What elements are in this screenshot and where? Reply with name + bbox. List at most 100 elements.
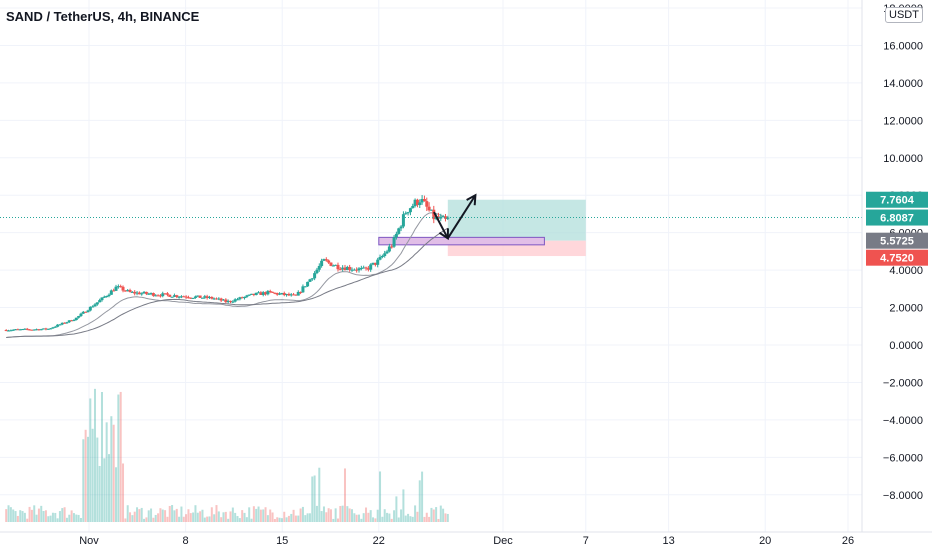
candle: [172, 293, 176, 298]
candle-body: [376, 259, 380, 265]
candle-body: [275, 293, 279, 295]
arrow-shaft[interactable]: [433, 211, 449, 239]
candle-body: [142, 291, 146, 294]
drawn-arrows[interactable]: [433, 193, 477, 241]
candle: [422, 195, 426, 202]
candle: [126, 288, 130, 292]
candle-body: [165, 293, 169, 295]
volume-bar: [304, 515, 307, 522]
candle: [44, 327, 48, 331]
candle-body: [331, 265, 335, 267]
volume-bar: [79, 517, 82, 522]
volume-bar: [171, 505, 174, 522]
candle: [144, 291, 148, 296]
volume-bar: [376, 509, 379, 522]
candle: [250, 293, 254, 295]
time-axis[interactable]: Nov 8 15 22 Dec 7 13 20 26: [0, 531, 932, 547]
price-axis[interactable]: 18.000016.000014.000012.000010.00008.000…: [861, 0, 923, 532]
trend-arrow[interactable]: [446, 193, 477, 239]
currency-badge[interactable]: USDT: [885, 7, 923, 23]
volume-bar: [414, 505, 417, 522]
candle: [338, 267, 342, 271]
candle: [14, 328, 18, 331]
arrow-head[interactable]: [466, 193, 477, 206]
price-tick-label: 10.0000: [883, 153, 923, 165]
volume-bar: [315, 505, 318, 522]
candle: [252, 293, 256, 297]
volume-bar: [273, 518, 276, 522]
price-label: 6.8087: [866, 209, 928, 226]
candle-body: [327, 260, 331, 263]
volume-bar: [147, 510, 150, 522]
candle-body: [72, 320, 76, 322]
candle: [369, 263, 373, 272]
arrow-head[interactable]: [438, 228, 449, 241]
volume-bar: [21, 511, 24, 522]
candle-body: [397, 228, 401, 234]
candle-body: [443, 216, 447, 219]
candle-body: [404, 213, 408, 215]
long-position-tool[interactable]: [447, 199, 586, 257]
candle: [177, 295, 181, 299]
candle: [56, 324, 60, 328]
candle: [217, 297, 221, 301]
candle-body: [114, 286, 118, 291]
candle-body: [221, 299, 225, 301]
candle-body: [245, 295, 249, 297]
trend-arrow[interactable]: [433, 211, 449, 241]
candle-body: [77, 316, 81, 318]
candle-body: [58, 324, 62, 326]
candle-body: [168, 294, 172, 297]
candle-body: [74, 317, 78, 321]
volume-bar: [283, 511, 286, 522]
candle-body: [310, 278, 314, 280]
support-zone-box[interactable]: [378, 236, 545, 246]
arrow-shaft[interactable]: [446, 194, 477, 239]
volume-bar: [44, 510, 47, 522]
volume-bar: [430, 507, 433, 522]
candle: [58, 323, 62, 326]
candlesticks: [4, 195, 450, 332]
volume-bar: [435, 507, 438, 522]
volume-bar: [5, 509, 8, 522]
candle: [189, 297, 193, 299]
candle-body: [107, 294, 111, 297]
candle: [203, 294, 207, 300]
candle: [404, 211, 408, 215]
candle-body: [289, 294, 293, 296]
candle: [441, 214, 445, 218]
candle-body: [315, 269, 319, 274]
candle: [63, 322, 67, 324]
candle-body: [294, 294, 298, 296]
candle-body: [296, 291, 300, 296]
candle: [245, 294, 249, 299]
candle-body: [343, 267, 347, 271]
candle-body: [207, 296, 211, 298]
candle: [327, 259, 331, 264]
candle: [51, 326, 55, 329]
volume-bar: [285, 517, 288, 522]
volume-bar: [217, 511, 220, 522]
volume-bar: [12, 509, 15, 522]
candle-body: [135, 292, 139, 294]
candle-body: [11, 329, 15, 331]
candle-body: [123, 290, 127, 292]
candle: [432, 205, 436, 224]
volume-bar: [269, 509, 272, 522]
take-profit-area[interactable]: [447, 199, 586, 241]
candle-body: [56, 324, 60, 327]
candle: [11, 329, 15, 331]
candle: [315, 267, 319, 275]
candle: [296, 290, 300, 296]
candle: [30, 329, 34, 331]
support-zone[interactable]: [378, 236, 545, 246]
time-tick-label: 20: [759, 535, 771, 547]
candle-body: [39, 329, 43, 331]
volume-bar: [390, 518, 393, 522]
volume-bar: [322, 506, 325, 522]
volume-bar: [117, 394, 120, 522]
price-tick-label: 16.0000: [883, 40, 923, 52]
candle-body: [411, 205, 415, 209]
candle: [184, 295, 188, 299]
